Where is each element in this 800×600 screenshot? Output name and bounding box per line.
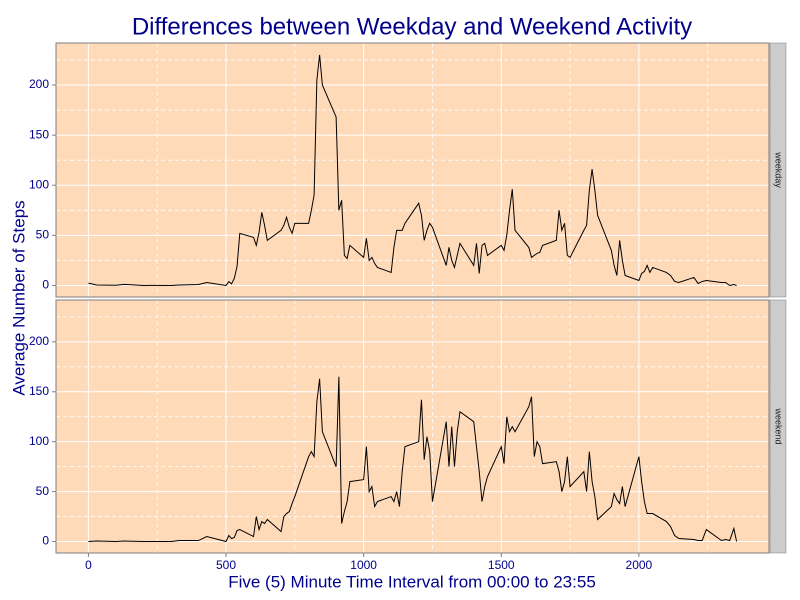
y-tick-label: 100	[29, 177, 49, 191]
facet-strip	[769, 299, 787, 554]
facet-strip-label: weekday	[774, 151, 784, 188]
y-tick-label: 0	[42, 534, 49, 548]
x-tick-label: 2000	[626, 558, 653, 572]
facet-strip	[769, 42, 787, 298]
panel-border	[55, 42, 770, 298]
y-tick-label: 50	[36, 484, 50, 498]
x-tick-label: 1000	[350, 558, 377, 572]
y-tick-label: 50	[36, 228, 50, 242]
panel-border	[55, 299, 770, 554]
y-tick-label: 0	[42, 278, 49, 292]
chart-title: Differences between Weekday and Weekend …	[132, 13, 692, 40]
facet-strip-label: weekend	[774, 407, 784, 444]
series-line	[88, 54, 737, 287]
y-tick-label: 150	[29, 127, 49, 141]
panel-background	[56, 300, 769, 553]
series-line	[88, 376, 738, 543]
x-tick-label: 1500	[488, 558, 515, 572]
y-axis-label: Average Number of Steps	[9, 200, 28, 395]
x-tick-label: 0	[85, 558, 92, 572]
y-tick-label: 150	[29, 384, 49, 398]
x-tick-label: 500	[216, 558, 236, 572]
x-axis-label: Five (5) Minute Time Interval from 00:00…	[228, 572, 596, 591]
y-tick-label: 200	[29, 334, 49, 348]
y-tick-label: 200	[29, 77, 49, 91]
y-tick-label: 100	[29, 434, 49, 448]
panel-background	[56, 43, 769, 297]
